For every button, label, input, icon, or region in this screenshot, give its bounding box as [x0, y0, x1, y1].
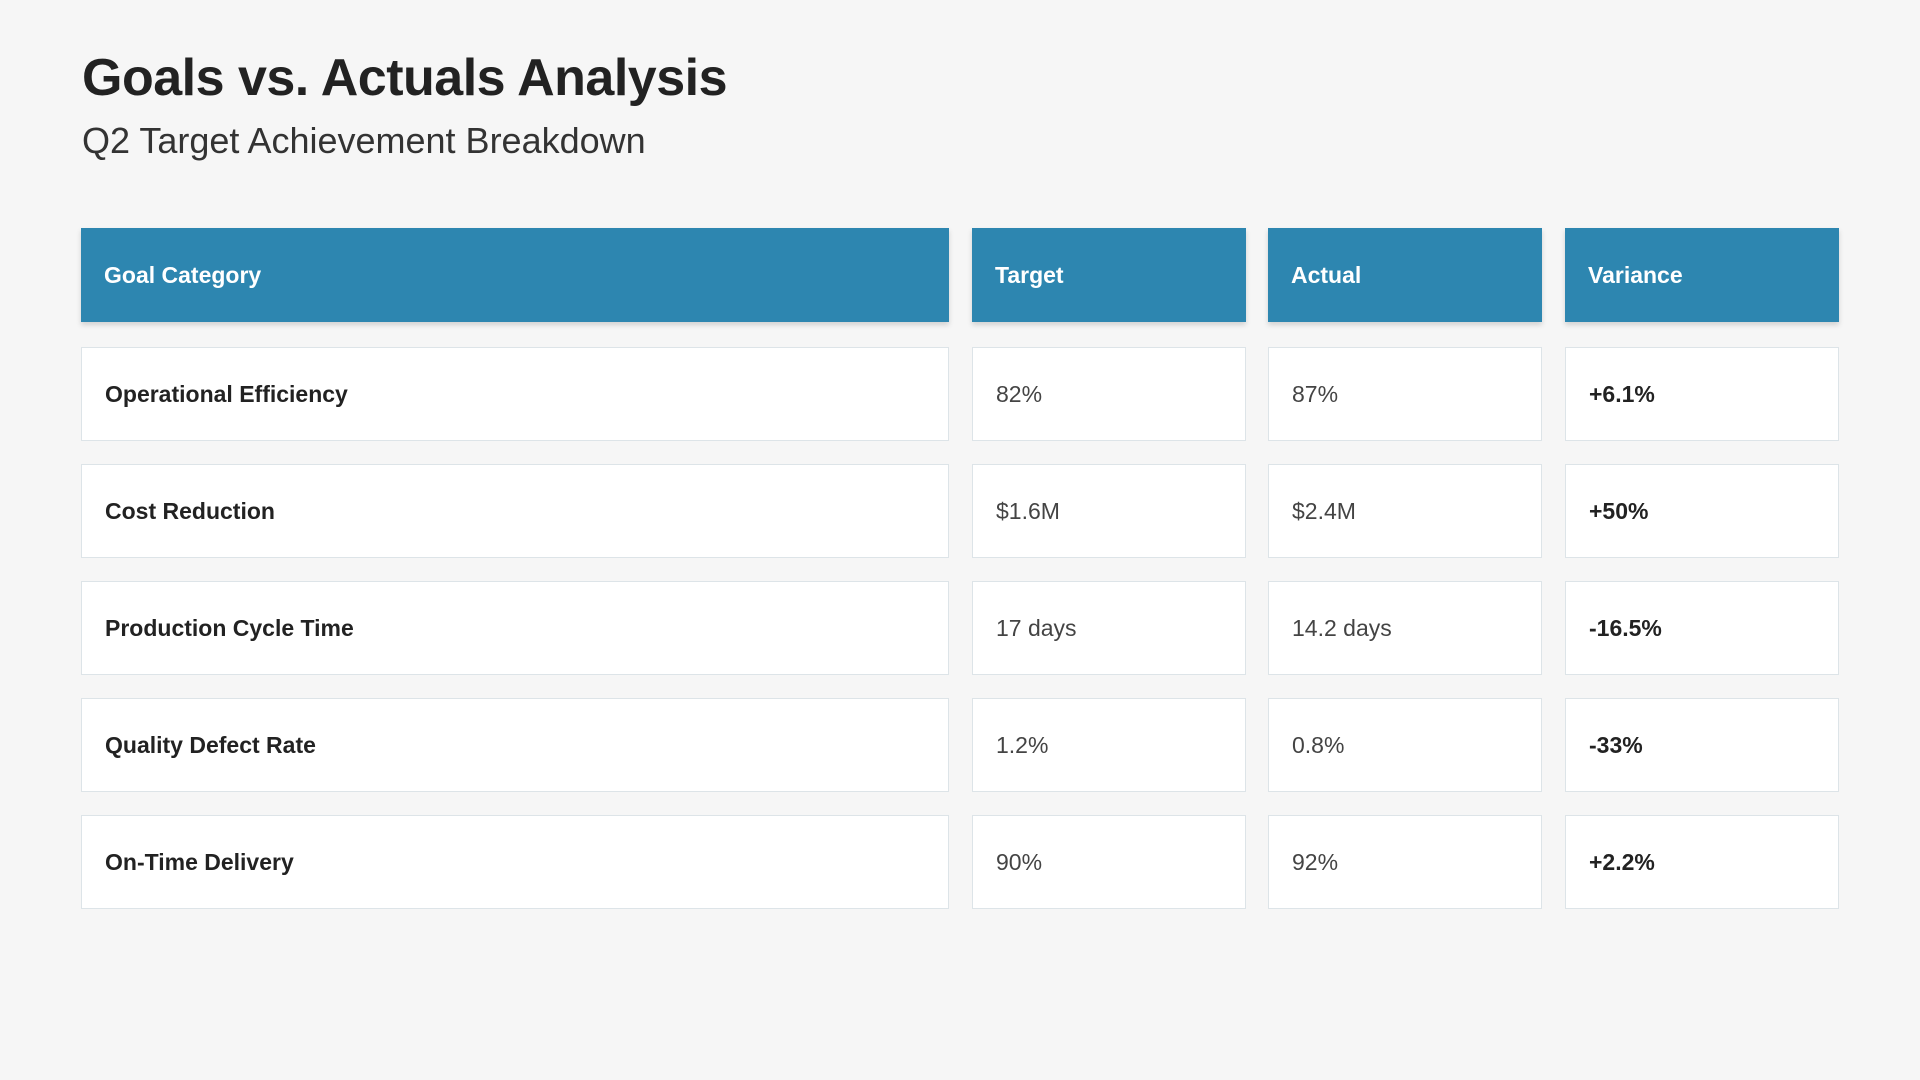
- actual-cell: 0.8%: [1268, 698, 1542, 792]
- page-subtitle: Q2 Target Achievement Breakdown: [82, 120, 646, 161]
- target-cell: 1.2%: [972, 698, 1246, 792]
- target-cell: 90%: [972, 815, 1246, 909]
- variance-cell: +6.1%: [1565, 347, 1839, 441]
- actual-cell: 92%: [1268, 815, 1542, 909]
- goal-category-cell: Operational Efficiency: [81, 347, 949, 441]
- header-goal-category: Goal Category: [81, 228, 949, 322]
- goal-category-cell: Quality Defect Rate: [81, 698, 949, 792]
- target-cell: 82%: [972, 347, 1246, 441]
- variance-cell: +50%: [1565, 464, 1839, 558]
- target-cell: $1.6M: [972, 464, 1246, 558]
- actual-cell: 14.2 days: [1268, 581, 1542, 675]
- header-target: Target: [972, 228, 1246, 322]
- goal-category-cell: Cost Reduction: [81, 464, 949, 558]
- goal-category-cell: On-Time Delivery: [81, 815, 949, 909]
- header-actual: Actual: [1268, 228, 1542, 322]
- target-cell: 17 days: [972, 581, 1246, 675]
- actual-cell: 87%: [1268, 347, 1542, 441]
- page-title: Goals vs. Actuals Analysis: [82, 49, 728, 107]
- goal-category-cell: Production Cycle Time: [81, 581, 949, 675]
- header-variance: Variance: [1565, 228, 1839, 322]
- variance-cell: -33%: [1565, 698, 1839, 792]
- actual-cell: $2.4M: [1268, 464, 1542, 558]
- variance-cell: +2.2%: [1565, 815, 1839, 909]
- variance-cell: -16.5%: [1565, 581, 1839, 675]
